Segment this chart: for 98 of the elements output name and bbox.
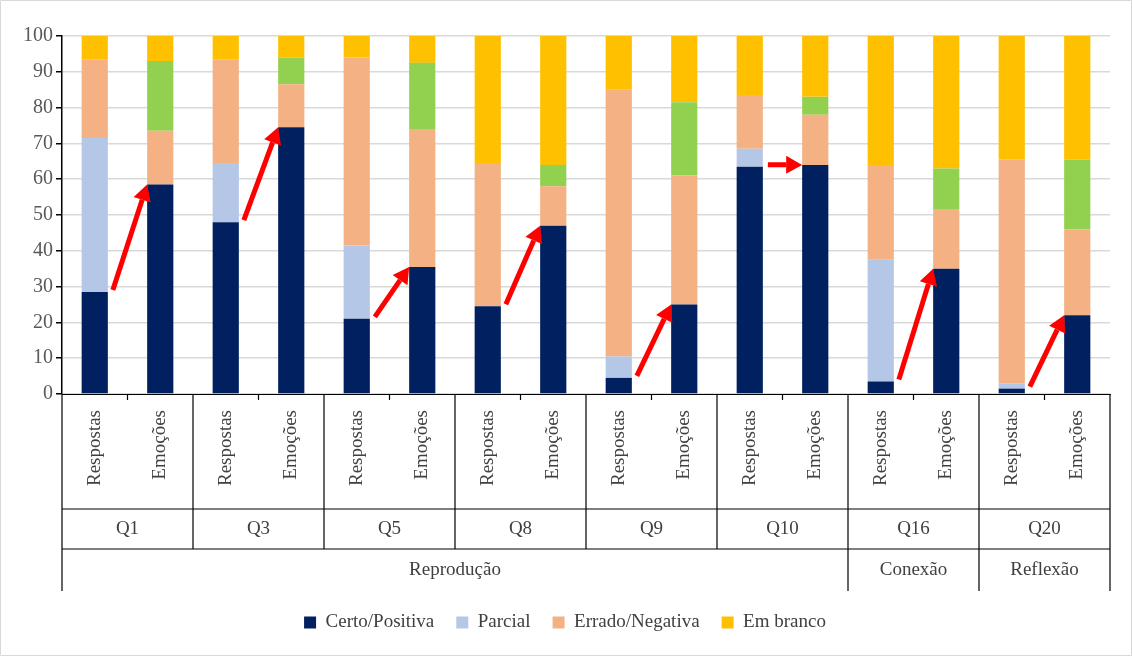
bar	[998, 383, 1025, 389]
bar	[474, 306, 501, 394]
text: Reflexão	[1010, 557, 1079, 579]
y-tick-label: 70	[33, 130, 53, 153]
bar	[212, 222, 239, 394]
bar	[147, 184, 174, 394]
bar	[1064, 36, 1091, 160]
y-tick-label: 10	[33, 345, 53, 368]
text: Q9	[639, 516, 664, 538]
x-tick-label: Respostas	[475, 410, 497, 486]
bar	[81, 36, 108, 60]
y-tick-label: 0	[43, 381, 53, 404]
bar	[540, 36, 567, 165]
bar	[933, 209, 960, 269]
bar	[671, 175, 698, 305]
bar	[1064, 229, 1091, 316]
text: Q1	[115, 516, 140, 538]
bar	[278, 127, 305, 394]
text: Reprodução	[409, 557, 501, 579]
bar	[474, 36, 501, 164]
bar	[736, 148, 763, 167]
x-tick-label: Respostas	[737, 410, 759, 486]
x-tick-label: Respostas	[868, 410, 890, 486]
bar	[1064, 159, 1091, 230]
bar	[736, 36, 763, 96]
bar	[671, 102, 698, 176]
bar	[605, 377, 632, 394]
text: Q20	[1028, 516, 1061, 538]
y-tick-label: 40	[33, 238, 53, 261]
bar	[671, 304, 698, 394]
y-tick-label: 50	[33, 202, 53, 225]
bar	[998, 159, 1025, 384]
y-tick-label: 30	[33, 273, 53, 296]
legend-label: Em branco	[743, 610, 826, 632]
y-tick-label: 100	[23, 23, 53, 46]
bar	[212, 36, 239, 60]
bar	[998, 36, 1025, 160]
bar	[867, 164, 894, 260]
bar	[867, 381, 894, 394]
bar	[540, 186, 567, 226]
bar	[409, 129, 436, 267]
bar	[409, 266, 436, 394]
bar	[933, 168, 960, 210]
bar	[81, 291, 108, 394]
bar	[343, 36, 370, 58]
bar	[540, 225, 567, 394]
x-tick-label: Emoções	[148, 410, 170, 480]
bar	[867, 36, 894, 165]
bar	[605, 89, 632, 357]
text: Q3	[246, 516, 271, 538]
bar	[278, 57, 305, 85]
text: Q10	[766, 516, 799, 538]
bar	[409, 62, 436, 130]
bar	[81, 59, 108, 139]
legend-label: Certo/Positiva	[325, 610, 435, 632]
x-tick-label: Emoções	[934, 410, 956, 480]
y-tick-label: 20	[33, 309, 53, 332]
bar	[343, 318, 370, 394]
bar	[605, 36, 632, 90]
bar	[540, 164, 567, 187]
y-tick-label: 80	[33, 94, 53, 117]
y-tick-label: 90	[33, 59, 53, 82]
text: Q5	[377, 516, 402, 538]
x-tick-label: Respostas	[606, 410, 628, 486]
bar	[802, 164, 829, 394]
bar	[278, 36, 305, 58]
bar	[147, 61, 174, 131]
bar	[933, 36, 960, 169]
y-tick-label: 60	[33, 166, 53, 189]
bar	[147, 130, 174, 185]
legend-label: Errado/Negativa	[574, 610, 701, 632]
x-tick-label: Respostas	[213, 410, 235, 486]
text: Q8	[508, 516, 533, 538]
bar	[343, 57, 370, 246]
x-tick-label: Respostas	[344, 410, 366, 486]
bar	[736, 95, 763, 149]
x-tick-label: Emoções	[1065, 410, 1087, 480]
bar	[1064, 315, 1091, 394]
x-tick-label: Respostas	[999, 410, 1021, 486]
bar	[802, 114, 829, 165]
x-tick-label: Emoções	[541, 410, 563, 480]
legend-label: Parcial	[477, 610, 531, 632]
bar	[409, 36, 436, 63]
x-tick-label: Emoções	[672, 410, 694, 480]
bar	[212, 59, 239, 164]
text: Q16	[897, 516, 930, 538]
bar	[802, 36, 829, 97]
x-tick-label: Emoções	[803, 410, 825, 480]
bar	[671, 36, 698, 103]
text: Conexão	[879, 557, 948, 579]
bar	[147, 36, 174, 62]
bar	[278, 84, 305, 128]
x-tick-label: Emoções	[410, 410, 432, 480]
x-tick-label: Emoções	[279, 410, 301, 480]
bar	[736, 166, 763, 394]
bar	[802, 96, 829, 115]
x-tick-label: Respostas	[82, 410, 104, 486]
bar	[474, 163, 501, 307]
